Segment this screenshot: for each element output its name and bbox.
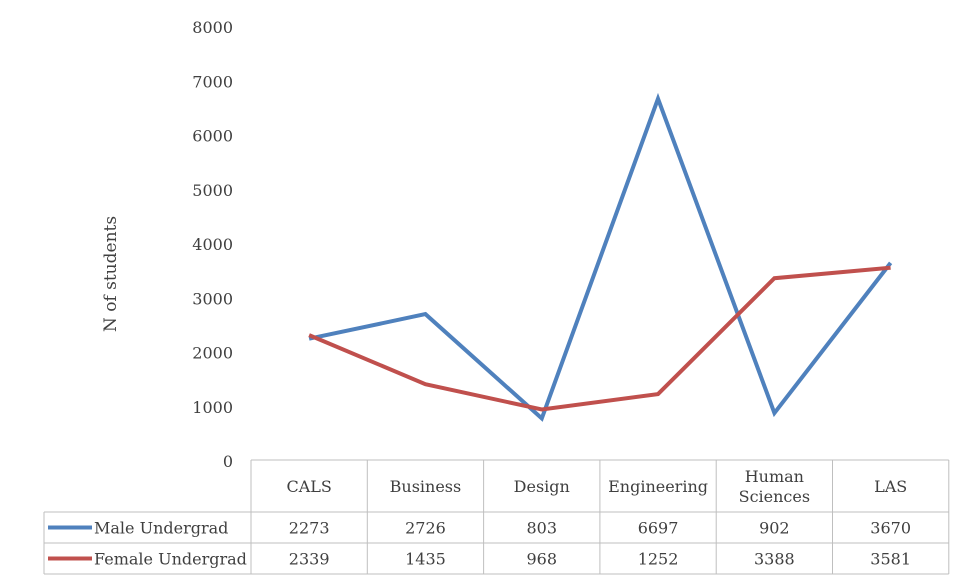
y-tick-label: 5000: [192, 181, 233, 200]
y-axis-title: N of students: [101, 216, 121, 332]
table-value: 1252: [638, 550, 679, 569]
plot-area: [308, 92, 893, 422]
table-value: 803: [526, 519, 557, 538]
x-category-label: LAS: [874, 477, 907, 496]
legend-label: Female Undergrad: [94, 550, 247, 569]
table-value: 2273: [289, 519, 330, 538]
x-category-label: Design: [514, 477, 570, 496]
x-category-label: Business: [390, 477, 462, 496]
y-tick-label: 8000: [192, 18, 233, 37]
y-tick-label: 2000: [192, 344, 233, 363]
table-value: 902: [759, 519, 790, 538]
x-category-label: CALS: [286, 477, 331, 496]
x-category-label: Human Sciences: [739, 467, 810, 506]
data-table: CALS Business Design Engineering Human Scienc…: [43, 459, 950, 575]
y-tick-label: 3000: [192, 289, 233, 308]
x-category-label: Engineering: [608, 477, 708, 496]
legend-label: Male Undergrad: [94, 519, 228, 538]
y-tick-label: 6000: [192, 127, 233, 146]
y-tick-label: 4000: [192, 235, 233, 254]
table-value: 3581: [870, 550, 911, 569]
series-line-male: [308, 92, 893, 422]
table-value: 3388: [754, 550, 795, 569]
table-value: 968: [526, 550, 557, 569]
table-value: 2726: [405, 519, 446, 538]
y-tick-label: 0: [223, 452, 233, 471]
table-value: 3670: [870, 519, 911, 538]
table-value: 6697: [638, 519, 679, 538]
table-value: 1435: [405, 550, 446, 569]
table-value: 2339: [289, 550, 330, 569]
y-axis-ticks: 0 1000 2000 3000 4000 5000 6000 7000 8000: [192, 18, 233, 471]
y-tick-label: 7000: [192, 72, 233, 91]
y-tick-label: 1000: [192, 398, 233, 417]
series-line-female: [308, 265, 891, 412]
